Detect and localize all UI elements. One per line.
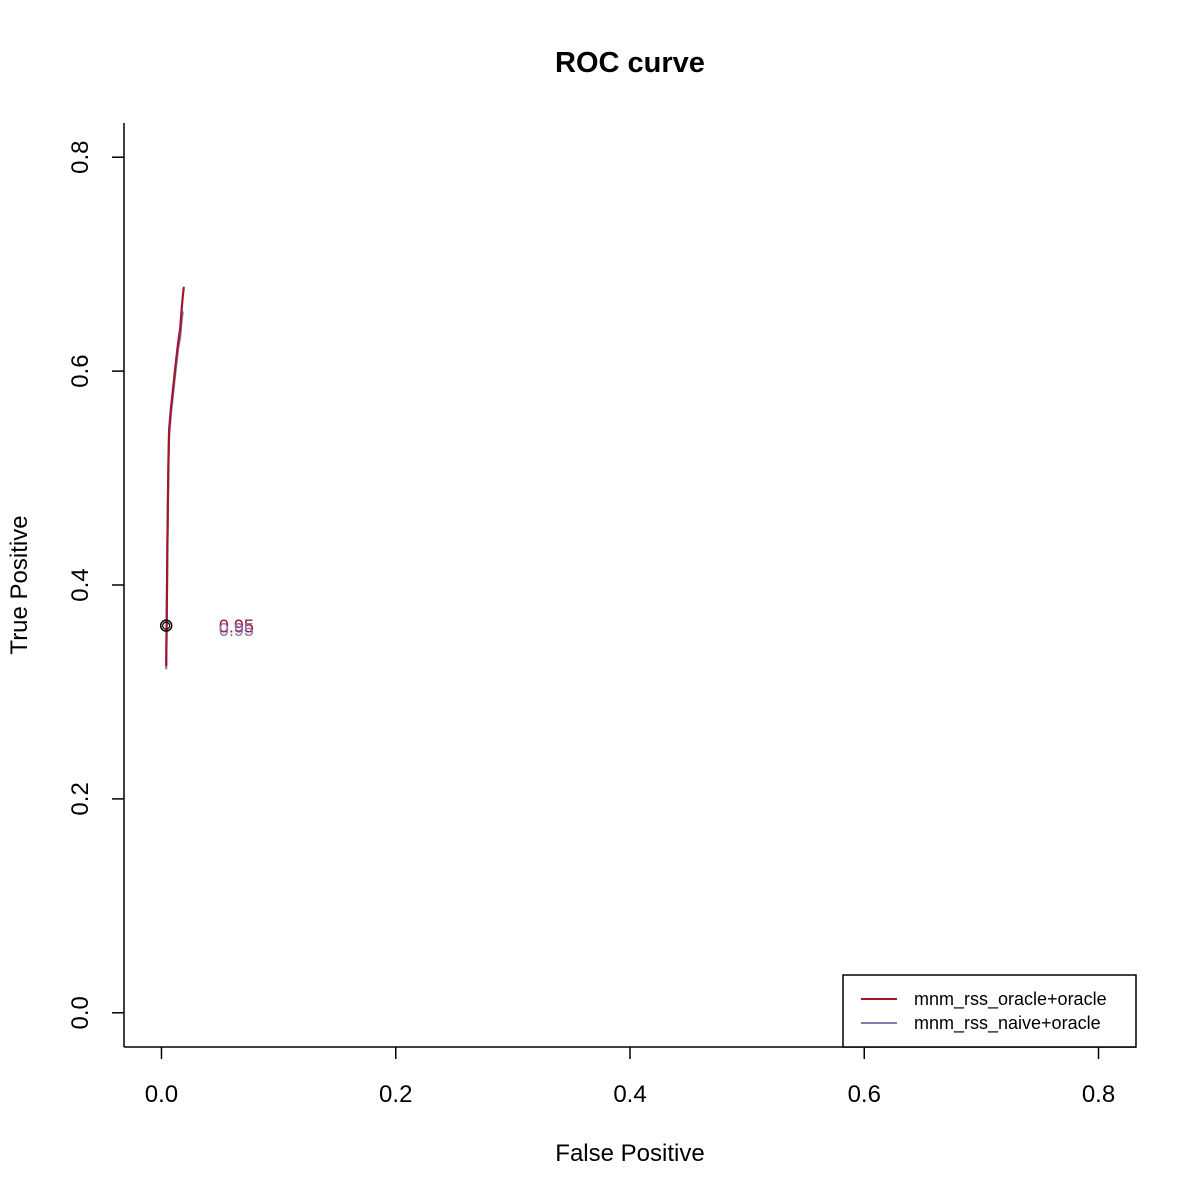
y-tick-label: 0.4 — [67, 568, 94, 601]
x-tick-label: 0.2 — [379, 1081, 412, 1108]
legend-label: mnm_rss_naive+oracle — [914, 1013, 1101, 1034]
x-axis-label: False Positive — [555, 1140, 704, 1167]
roc-line-mnm-rss-oracle-oracle — [165, 286, 185, 667]
legend-box — [842, 974, 1137, 1048]
plot-frame — [123, 123, 1136, 1048]
legend-label: mnm_rss_oracle+oracle — [914, 989, 1107, 1010]
threshold-layer: 0.950.95 — [159, 617, 254, 640]
y-tick-label: 0.6 — [67, 354, 94, 387]
y-tick-label: 0.2 — [67, 782, 94, 815]
legend: mnm_rss_oracle+oracle mnm_rss_naive+oracl… — [842, 974, 1137, 1048]
y-axis-ticks: 0.0 0.2 0.4 0.6 0.8 — [67, 141, 124, 1029]
y-tick-label: 0.8 — [67, 141, 94, 174]
threshold-label: 0.95 — [219, 620, 254, 640]
y-axis-label: True Positive — [6, 515, 33, 654]
x-axis-ticks: 0.0 0.2 0.4 0.6 0.8 — [145, 1047, 1115, 1108]
threshold-label: 0.95 — [219, 617, 254, 637]
x-tick-label: 0.6 — [848, 1081, 881, 1108]
x-tick-label: 0.4 — [613, 1081, 646, 1108]
y-tick-label: 0.0 — [67, 996, 94, 1029]
x-tick-label: 0.0 — [145, 1081, 178, 1108]
x-tick-label: 0.8 — [1082, 1081, 1115, 1108]
chart-title: ROC curve — [555, 47, 705, 79]
series-layer — [165, 286, 185, 670]
threshold-point-marker — [159, 619, 173, 632]
threshold-point-marker — [162, 621, 171, 630]
